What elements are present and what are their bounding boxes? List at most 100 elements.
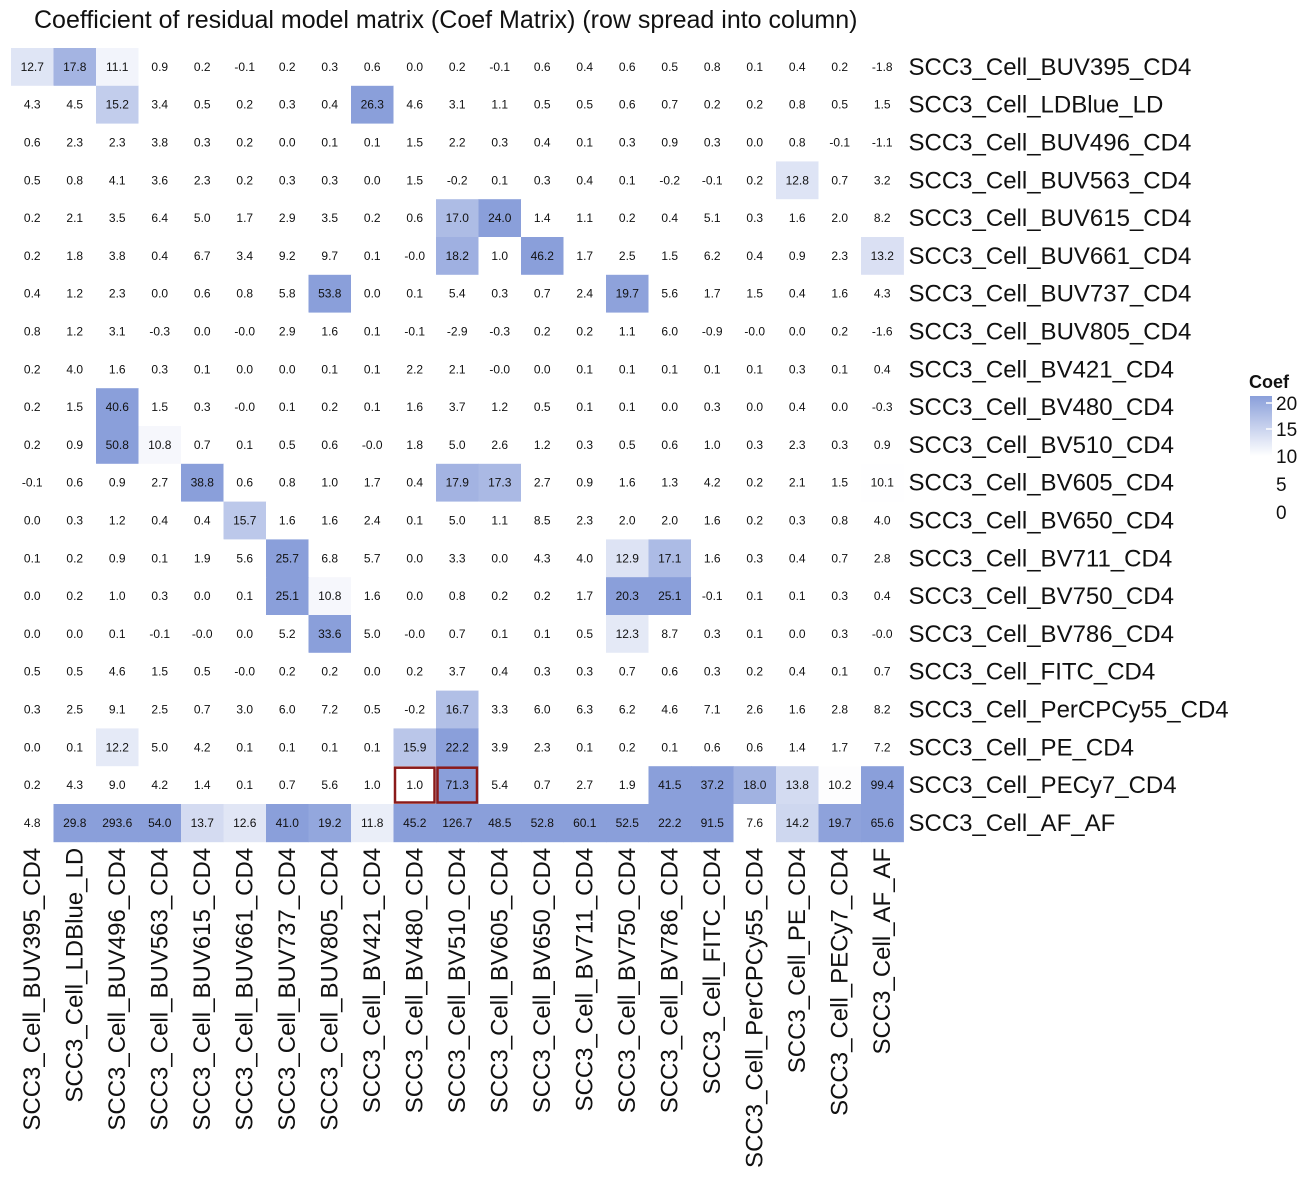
row-label: SCC3_Cell_BUV615_CD4 xyxy=(909,205,1192,232)
row-label: SCC3_Cell_BUV395_CD4 xyxy=(909,54,1192,81)
cell-value-label: 0.1 xyxy=(746,589,763,603)
cell-value-label: 0.1 xyxy=(661,740,678,754)
cell-value-label: 0.0 xyxy=(746,400,763,414)
cell-value-label: 0.9 xyxy=(151,60,168,74)
heatmap-cell xyxy=(861,728,904,767)
cell-value-label: 0.0 xyxy=(364,173,381,187)
cell-value-label: 1.3 xyxy=(661,476,678,490)
cell-value-label: 0.8 xyxy=(236,287,253,301)
heatmap-cell xyxy=(521,388,564,427)
heatmap-cell xyxy=(96,123,139,162)
heatmap-cell xyxy=(308,426,352,465)
cell-value-label: 0.6 xyxy=(619,98,636,112)
heatmap-cell xyxy=(776,577,819,616)
cell-value-label: 0.1 xyxy=(746,60,763,74)
cell-value-label: 0.7 xyxy=(874,665,891,679)
heatmap-cell xyxy=(181,728,224,767)
heatmap-cell xyxy=(138,766,182,805)
cell-value-label: 0.4 xyxy=(151,514,168,528)
cell-value-label: 1.9 xyxy=(194,551,211,565)
cell-value-label: 0.2 xyxy=(746,173,763,187)
cell-value-label: 1.7 xyxy=(576,589,593,603)
cell-value-label: 0.3 xyxy=(151,362,168,376)
cell-value-label: 0.1 xyxy=(279,400,296,414)
heatmap-cell xyxy=(393,766,437,805)
heatmap-cell xyxy=(393,501,437,540)
heatmap-cell xyxy=(478,274,522,313)
heatmap-cell xyxy=(691,85,734,124)
heatmap-cell xyxy=(11,728,54,767)
cell-value-label: 1.5 xyxy=(406,173,423,187)
heatmap-cell xyxy=(266,501,309,540)
cell-value-label: 4.2 xyxy=(194,740,211,754)
highlight-box xyxy=(436,766,479,804)
cell-value-label: 65.6 xyxy=(871,816,895,830)
column-label: SCC3_Cell_BV750_CD4 xyxy=(614,848,641,1113)
heatmap-cell xyxy=(733,804,777,843)
heatmap-cell xyxy=(181,652,224,691)
cell-value-label: -0.1 xyxy=(234,60,255,74)
heatmap-cell xyxy=(351,199,394,238)
heatmap-cell xyxy=(53,766,97,805)
cell-value-label: 9.1 xyxy=(109,703,126,717)
column-label: SCC3_Cell_BV421_CD4 xyxy=(359,848,386,1113)
heatmap-cell xyxy=(436,577,479,616)
cell-value-label: 0.5 xyxy=(619,438,636,452)
cell-value-label: 10.8 xyxy=(318,589,342,603)
cell-value-label: 0.7 xyxy=(194,438,211,452)
cell-value-label: 1.5 xyxy=(874,98,891,112)
cell-value-label: 50.8 xyxy=(106,438,130,452)
cell-value-label: 6.2 xyxy=(704,249,721,263)
heatmap-cell xyxy=(818,237,862,276)
heatmap-cell xyxy=(776,161,819,200)
heatmap-cell xyxy=(648,350,692,389)
heatmap-cell xyxy=(521,577,564,616)
cell-value-label: 17.8 xyxy=(63,60,87,74)
heatmap-cell xyxy=(776,804,819,843)
heatmap-cell xyxy=(818,501,862,540)
cell-value-label: 1.2 xyxy=(66,287,83,301)
heatmap-cell xyxy=(436,652,479,691)
heatmap-cell xyxy=(733,388,777,427)
cell-value-label: 0.1 xyxy=(746,362,763,376)
cell-value-label: 0.0 xyxy=(194,589,211,603)
cell-value-label: 3.3 xyxy=(491,703,508,717)
column-label: SCC3_Cell_BUV615_CD4 xyxy=(189,848,216,1131)
heatmap-cell xyxy=(521,539,564,578)
cell-value-label: 0.4 xyxy=(874,589,891,603)
heatmap-cell xyxy=(691,237,734,276)
cell-value-label: -0.0 xyxy=(234,325,255,339)
column-label: SCC3_Cell_LDBlue_LD xyxy=(62,848,89,1103)
cell-value-label: 0.0 xyxy=(789,627,806,641)
cell-value-label: 0.1 xyxy=(194,362,211,376)
cell-value-label: 0.3 xyxy=(194,136,211,150)
heatmap-cell xyxy=(776,350,819,389)
cell-value-label: 0.1 xyxy=(364,740,381,754)
cell-value-label: 45.2 xyxy=(403,816,427,830)
heatmap-cell xyxy=(648,577,692,616)
heatmap-cell xyxy=(691,615,734,654)
row-label: SCC3_Cell_BUV496_CD4 xyxy=(909,130,1192,157)
cell-value-label: 4.3 xyxy=(24,98,41,112)
cell-value-label: 1.0 xyxy=(406,778,423,792)
heatmap-cell xyxy=(563,804,607,843)
cell-value-label: 0.6 xyxy=(619,60,636,74)
heatmap-cell xyxy=(96,312,139,351)
legend-title: Coef xyxy=(1249,372,1290,392)
heatmap-cell xyxy=(606,350,649,389)
cell-value-label: 0.8 xyxy=(279,476,296,490)
row-label: SCC3_Cell_LDBlue_LD xyxy=(909,92,1164,119)
heatmap-cell xyxy=(308,463,352,502)
heatmap-cell xyxy=(436,804,479,843)
heatmap-cell xyxy=(606,48,649,87)
cell-value-label: 46.2 xyxy=(531,249,555,263)
heatmap-cell xyxy=(351,388,394,427)
column-label: SCC3_Cell_BUV395_CD4 xyxy=(19,848,46,1131)
heatmap-cell xyxy=(478,463,522,502)
cell-value-label: 0.3 xyxy=(831,627,848,641)
cell-value-label: 0.2 xyxy=(66,551,83,565)
cell-value-label: 6.8 xyxy=(321,551,338,565)
chart-title: Coefficient of residual model matrix (Co… xyxy=(34,6,858,34)
cell-value-label: 0.2 xyxy=(746,514,763,528)
heatmap-cell xyxy=(818,161,862,200)
